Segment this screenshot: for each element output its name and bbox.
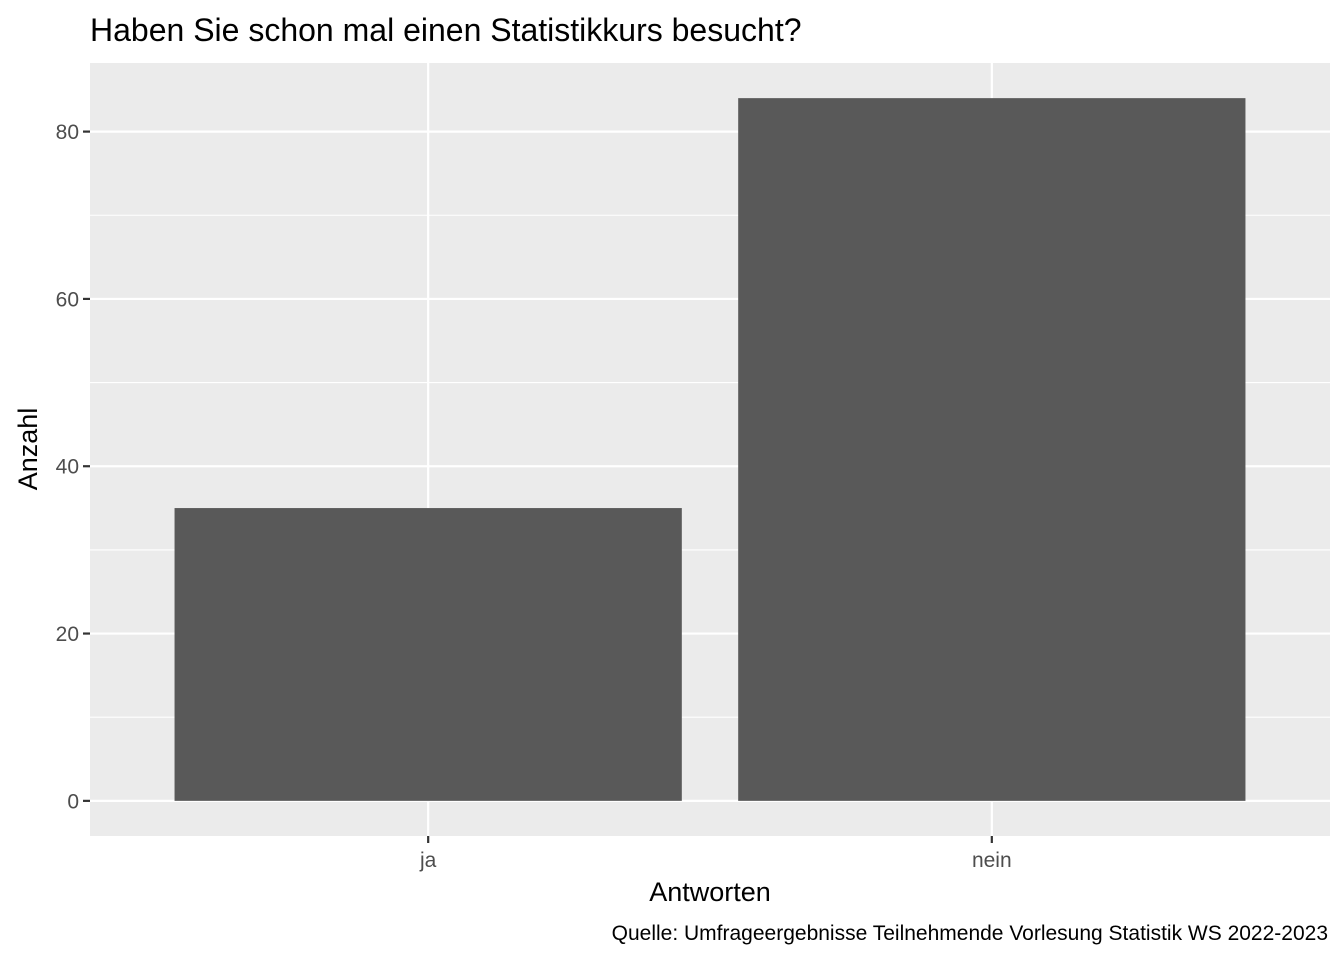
x-tick-label-nein: nein bbox=[972, 849, 1012, 872]
x-tick-label-ja: ja bbox=[419, 849, 437, 872]
x-axis-ticks: ja nein bbox=[419, 836, 1012, 872]
y-tick-label: 60 bbox=[56, 288, 79, 311]
bars bbox=[174, 98, 1246, 801]
y-tick-label: 20 bbox=[56, 623, 79, 646]
y-tick-label: 80 bbox=[56, 121, 79, 144]
chart-caption: Quelle: Umfrageergebnisse Teilnehmende V… bbox=[612, 922, 1328, 945]
y-axis-ticks: 0 20 40 60 80 bbox=[56, 121, 90, 813]
chart-title: Haben Sie schon mal einen Statistikkurs … bbox=[90, 12, 802, 48]
y-axis-title: Anzahl bbox=[13, 408, 43, 491]
y-tick-label: 0 bbox=[67, 790, 79, 813]
bar-nein bbox=[738, 98, 1246, 801]
x-axis-title: Antworten bbox=[649, 877, 771, 907]
y-tick-label: 40 bbox=[56, 456, 79, 479]
bar-ja bbox=[174, 508, 682, 801]
